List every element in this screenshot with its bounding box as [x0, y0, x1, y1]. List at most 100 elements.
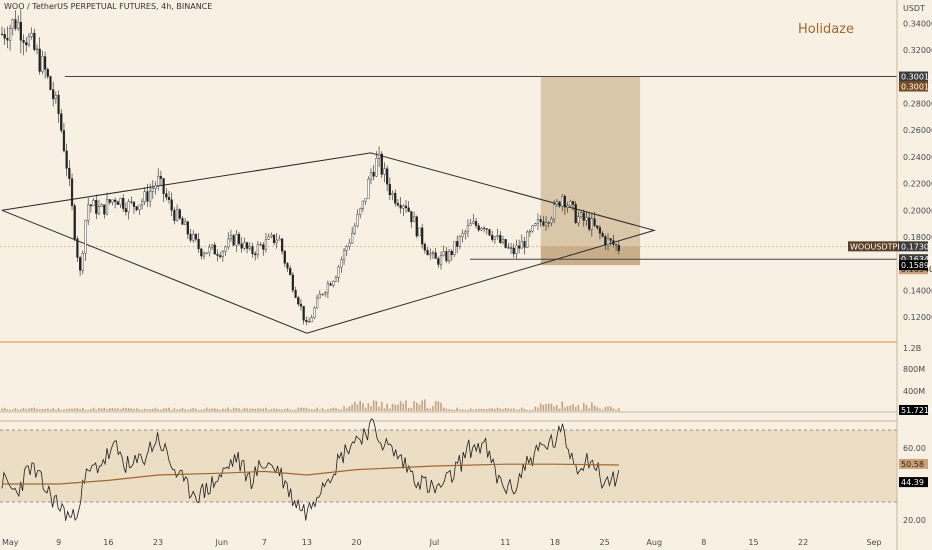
candle	[256, 240, 259, 259]
price-label[interactable]: WOOUSDTPERP	[848, 241, 913, 252]
candle-body	[297, 297, 300, 305]
volume-bar	[370, 406, 372, 411]
price-label[interactable]: 0.30014	[899, 71, 932, 82]
candle	[11, 18, 14, 36]
rsi-tick-label: 60.00	[903, 444, 926, 453]
rsi-label[interactable]: 50.58	[899, 458, 928, 469]
volume-bar	[63, 409, 65, 411]
price-label[interactable]: 0.17303	[899, 241, 932, 252]
diamond-pattern[interactable]	[1, 152, 657, 334]
candle-body	[453, 241, 456, 255]
candle	[588, 212, 591, 232]
candle-body	[283, 250, 286, 264]
volume-bar	[343, 406, 345, 411]
candle-body	[264, 239, 268, 250]
volume-bar	[36, 408, 38, 411]
candle-body	[383, 168, 386, 175]
candle	[219, 251, 222, 259]
volume-bar	[351, 404, 353, 411]
candle-body	[596, 225, 599, 228]
candle	[216, 249, 219, 262]
volume-bar	[289, 409, 291, 411]
volume-bar	[205, 407, 208, 411]
candle-body	[299, 303, 303, 307]
candle-body	[213, 244, 216, 255]
volume-bar	[60, 409, 63, 411]
price-label-bg	[899, 254, 928, 265]
volume-bar	[305, 407, 308, 411]
date-tick-label: May	[2, 538, 19, 547]
price-label[interactable]: 0.15897	[899, 260, 932, 271]
candle-body	[35, 48, 39, 50]
volume-label[interactable]: 51.721M	[899, 405, 932, 415]
candle-body	[159, 176, 163, 179]
candle	[35, 44, 39, 55]
volume-bar	[469, 408, 472, 411]
volume-bar	[394, 404, 397, 411]
candle-body	[149, 191, 152, 202]
volume-bar	[521, 407, 523, 411]
volume-bar	[160, 409, 162, 411]
volume-bar	[157, 408, 160, 411]
volume-bar	[415, 402, 418, 411]
candle-body	[76, 238, 79, 258]
candle	[283, 249, 286, 267]
candle	[221, 249, 224, 262]
volume-bar	[308, 408, 310, 411]
candle-body	[526, 231, 529, 248]
candle-body	[477, 225, 480, 231]
candle	[30, 27, 33, 40]
volume-bar	[488, 408, 491, 411]
rsi-panel[interactable]	[0, 418, 897, 521]
volume-bar	[461, 409, 464, 411]
stop-zone[interactable]	[540, 246, 641, 266]
volume-bar	[319, 409, 321, 411]
date-tick-label: 15	[748, 538, 758, 547]
volume-bar	[149, 409, 151, 411]
price-label[interactable]: 0.16340	[899, 254, 932, 265]
volume-bar	[168, 407, 170, 411]
candle	[601, 231, 604, 238]
rsi-ma-line[interactable]	[2, 463, 619, 485]
target-zone[interactable]	[540, 76, 641, 247]
date-tick-label: 11	[500, 538, 510, 547]
volume-bar	[359, 400, 362, 411]
candle	[73, 203, 76, 242]
candle-body	[353, 225, 356, 234]
candle-body	[377, 153, 381, 159]
candle-body	[515, 245, 518, 255]
candle	[100, 203, 103, 207]
price-label[interactable]: 0.30014	[899, 81, 932, 92]
volume-bar	[426, 407, 429, 411]
candle-body	[60, 113, 63, 131]
candle	[57, 90, 60, 123]
candle-body	[574, 204, 577, 224]
candle	[477, 222, 480, 232]
candle-body	[243, 242, 246, 249]
volume-bar	[340, 409, 343, 411]
volume-bar	[181, 407, 184, 411]
candle	[60, 109, 63, 134]
candle-body	[278, 238, 281, 241]
price-panel[interactable]	[0, 9, 897, 343]
candle-body	[326, 283, 329, 293]
volume-bar	[108, 408, 111, 411]
candle-body	[579, 212, 583, 217]
candle	[472, 213, 475, 225]
candle-body	[466, 225, 470, 233]
candle	[614, 243, 618, 252]
rsi-line[interactable]	[1, 418, 620, 521]
volume-bar	[273, 408, 275, 411]
volume-bar	[284, 409, 286, 411]
candle	[8, 24, 12, 51]
volume-bar	[475, 409, 477, 411]
rsi-label[interactable]: 44.39	[899, 477, 928, 488]
candle-body	[65, 150, 68, 169]
candle-body	[202, 253, 206, 257]
volume-bar	[30, 407, 33, 411]
candle-body	[316, 297, 319, 309]
candle-body	[68, 168, 71, 179]
